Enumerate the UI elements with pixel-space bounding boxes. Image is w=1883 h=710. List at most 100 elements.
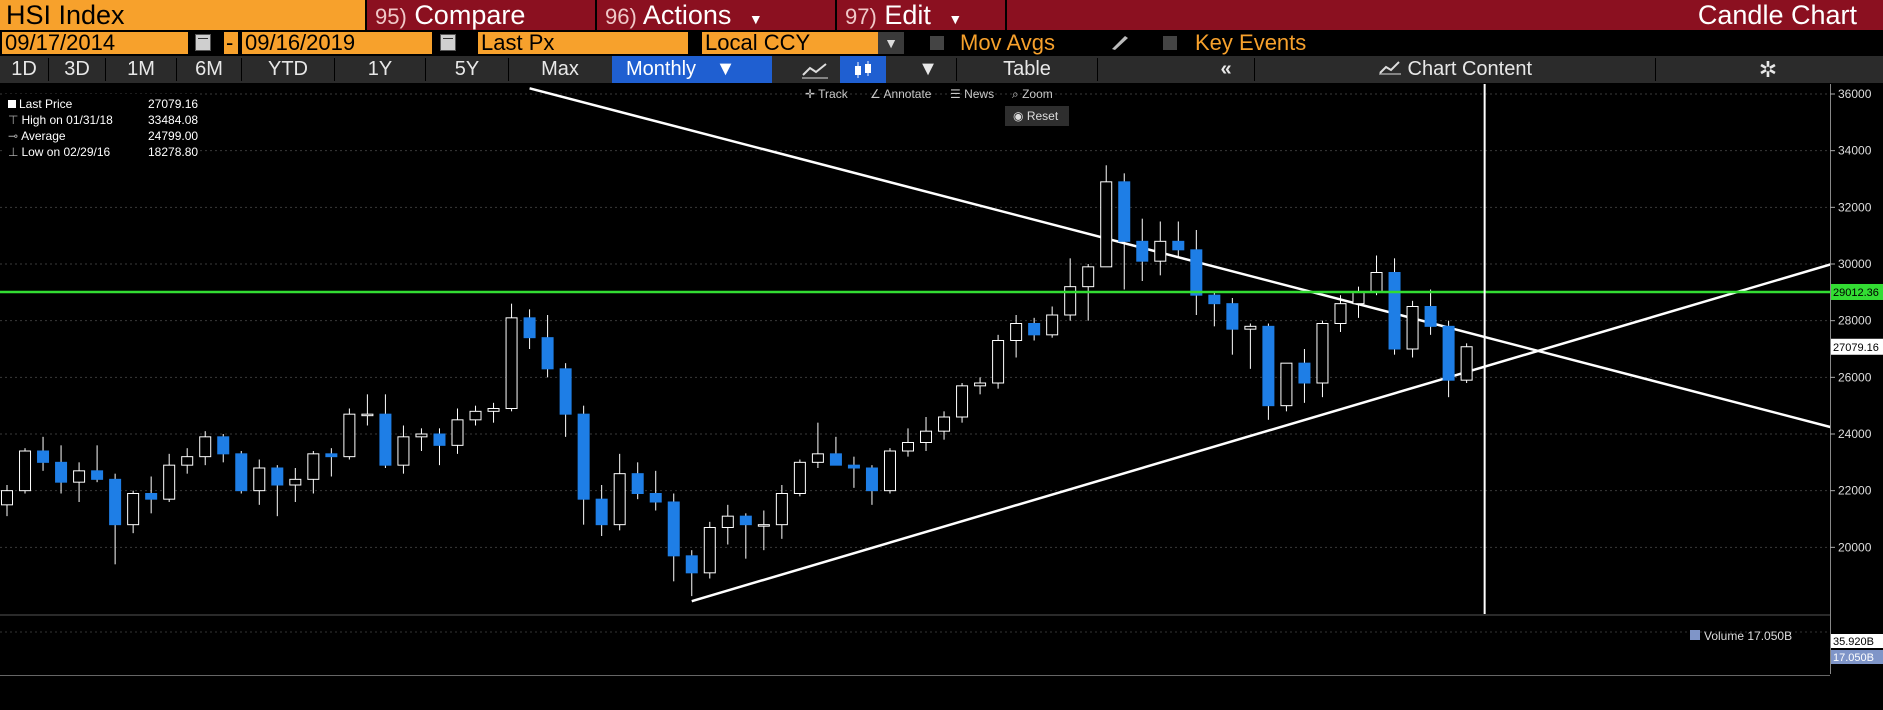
candle-body (1424, 306, 1437, 327)
candle-body (1064, 286, 1077, 316)
price-tick-label: 32000 (1838, 200, 1872, 214)
toolbar-divider (425, 58, 426, 81)
edit-menu[interactable]: 97) Edit ▼ (835, 0, 1005, 30)
period-toolbar (0, 56, 1883, 83)
legend-last-price-value: 27079.16 (148, 97, 199, 111)
frequency-select[interactable]: Monthly ▼ (612, 56, 772, 83)
legend-average: ⊸ Average 24799.00 (8, 128, 198, 144)
track-tool[interactable]: ✛ Track (805, 86, 848, 103)
chevron-down-icon[interactable]: ▼ (918, 58, 938, 80)
price-tick-label: 20000 (1838, 540, 1872, 554)
price-chart[interactable] (0, 84, 1830, 614)
volume-axis: 35.920B 17.050B (1830, 614, 1883, 674)
key-events-checkbox[interactable] (1163, 36, 1177, 50)
period-button-1y[interactable]: 1Y (367, 58, 393, 80)
candle-body (1460, 346, 1473, 381)
candle-body (1298, 362, 1311, 384)
candle-body (920, 430, 933, 443)
period-button-3d[interactable]: 3D (64, 58, 90, 80)
candle-body (829, 453, 842, 466)
legend-high: ⊤ High on 01/31/18 33484.08 (8, 112, 198, 128)
candle-chart-icon[interactable] (840, 56, 886, 83)
annotate-tool[interactable]: ∠ Annotate (870, 86, 931, 103)
reset-button[interactable]: ◉ Reset (1005, 106, 1069, 126)
chevron-down-icon: ▼ (715, 58, 736, 80)
candle-body (19, 450, 32, 492)
chevron-down-icon[interactable]: ▼ (878, 32, 904, 54)
end-date-input[interactable]: 09/16/2019 (242, 32, 432, 54)
zoom-tool[interactable]: ⌕ Zoom (1012, 86, 1053, 103)
volume-chart[interactable] (0, 614, 1830, 674)
candle-body (145, 493, 158, 500)
period-button-max[interactable]: Max (541, 58, 579, 80)
period-button-1d[interactable]: 1D (11, 58, 37, 80)
price-tick-label: 34000 (1838, 144, 1872, 158)
volume-legend: Volume 17.050B (1690, 628, 1792, 644)
candle-body (1028, 323, 1041, 336)
calendar-icon[interactable] (440, 34, 456, 51)
calendar-icon[interactable] (195, 34, 211, 51)
candle-body (289, 478, 302, 486)
period-button-5y[interactable]: 5Y (454, 58, 480, 80)
news-icon: ☰ (950, 87, 965, 101)
reset-label: Reset (1026, 109, 1059, 123)
currency-select[interactable]: Local CCY (702, 32, 878, 54)
candlesticks (1, 165, 1473, 597)
start-date-input[interactable]: 09/17/2014 (2, 32, 188, 54)
zoom-label: Zoom (1022, 87, 1053, 101)
mov-avgs-checkbox[interactable] (930, 36, 944, 50)
ticker-field[interactable]: HSI Index (0, 0, 365, 30)
period-button-1m[interactable]: 1M (127, 58, 155, 80)
price-tick-label: 36000 (1838, 87, 1872, 101)
candle-body (956, 385, 969, 418)
candle-body (325, 453, 338, 458)
candle-body (379, 413, 392, 466)
candle-body (1010, 323, 1023, 341)
collapse-left-icon[interactable]: « (1220, 58, 1232, 80)
legend-last-price: Last Price 27079.16 (8, 96, 198, 112)
pencil-icon[interactable] (1110, 34, 1132, 52)
gear-icon[interactable]: ✲ (1758, 57, 1778, 82)
edit-menu-number: 97) (845, 4, 877, 29)
period-button-ytd[interactable]: YTD (268, 58, 308, 80)
candle-body (37, 450, 50, 463)
candle-body (992, 340, 1005, 384)
price-tick-label: 30000 (1838, 257, 1872, 271)
time-axis: DecMarJunSepDecMarJunSepDecMarJunSepDecM… (0, 675, 1830, 676)
chart-content-label: Chart Content (1407, 58, 1533, 80)
table-button[interactable]: Table (1003, 58, 1051, 80)
candle-body (667, 501, 680, 557)
line-chart-icon[interactable] (790, 56, 840, 83)
legend-high-label: High on 01/31/18 (21, 113, 113, 127)
actions-menu[interactable]: 96) Actions ▼ (595, 0, 825, 30)
candle-body (847, 464, 860, 469)
candle-body (1208, 294, 1221, 305)
toolbar-divider (956, 58, 957, 81)
candle-body (1190, 249, 1203, 296)
toolbar-divider (334, 58, 335, 81)
legend-average-value: 24799.00 (148, 129, 199, 143)
date-separator: - (224, 32, 238, 54)
frequency-label: Monthly (626, 58, 697, 80)
news-tool[interactable]: ☰ News (950, 86, 994, 103)
candle-body (415, 433, 428, 438)
candle-body (1118, 181, 1131, 242)
period-button-6m[interactable]: 6M (195, 58, 223, 80)
compare-menu[interactable]: 95) Compare (365, 0, 595, 30)
candle-body (451, 419, 464, 446)
toolbar-divider (1655, 58, 1656, 81)
chart-content-button[interactable]: Chart Content (1255, 56, 1655, 83)
toolbar-divider (105, 58, 106, 81)
candle-body (1100, 181, 1113, 268)
candle-body (1352, 291, 1365, 305)
toolbar-divider (48, 58, 49, 81)
key-events-label: Key Events (1195, 30, 1307, 55)
candle-body (307, 453, 320, 480)
candle-body (1, 490, 13, 506)
candle-body (397, 436, 410, 466)
legend-low-value: 18278.80 (148, 145, 199, 159)
candle-body (739, 515, 752, 526)
price-field-select[interactable]: Last Px (478, 32, 688, 54)
candle-body (343, 413, 356, 458)
volume-swatch-icon (1690, 630, 1700, 640)
